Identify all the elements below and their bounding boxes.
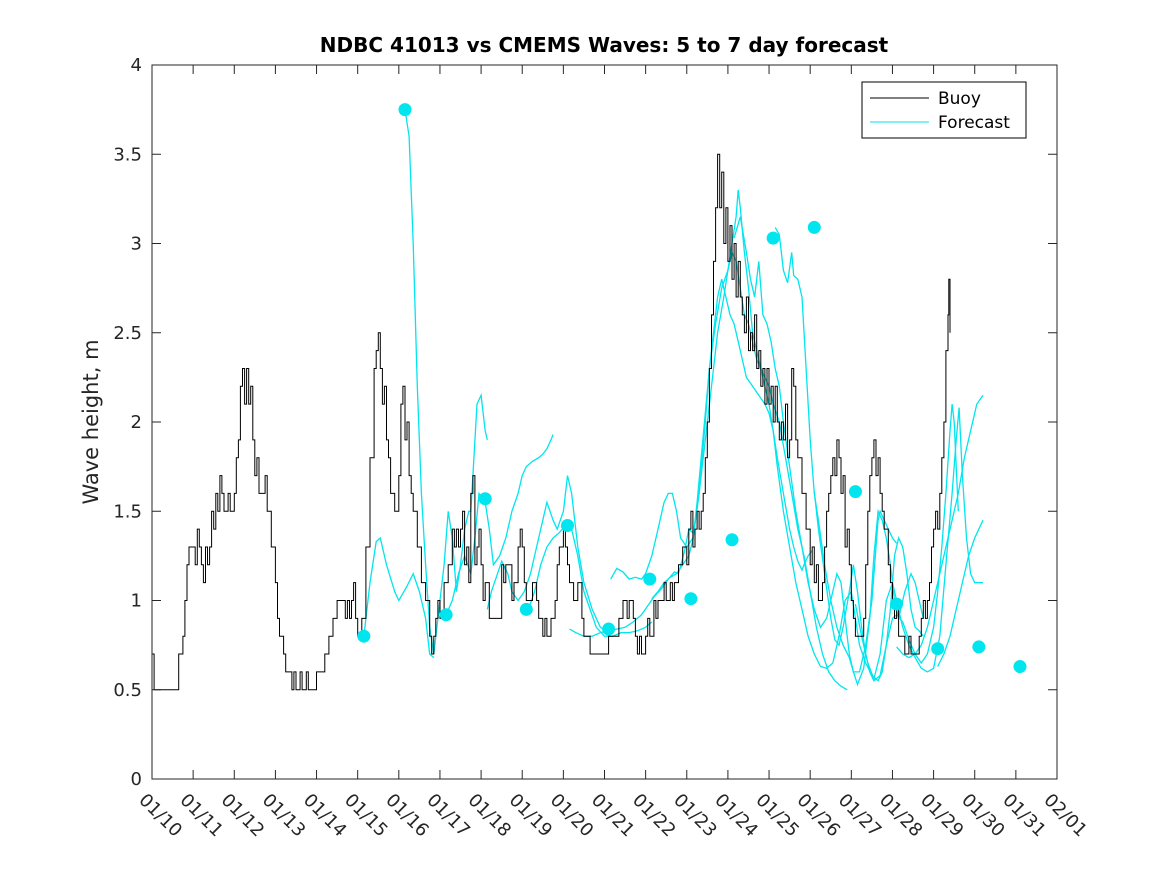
y-tick-label: 4 [131, 55, 142, 76]
forecast-marker-2 [398, 103, 412, 117]
x-tick-label: 01/23 [669, 790, 721, 842]
x-tick-label: 01/16 [381, 790, 433, 842]
y-tick-label: 3 [131, 234, 142, 255]
y-tick-label: 0 [131, 769, 142, 790]
legend: Buoy Forecast [861, 81, 1027, 139]
x-tick-label: 01/22 [628, 790, 680, 842]
forecast-line-11 [774, 227, 898, 673]
chart-title: NDBC 41013 vs CMEMS Waves: 5 to 7 day fo… [320, 33, 889, 57]
forecast-line-9 [692, 189, 924, 682]
x-tick-label: 01/11 [176, 790, 228, 842]
x-tick-label: 01/26 [793, 790, 845, 842]
buoy-line [152, 153, 951, 691]
x-tick-label: 01/31 [998, 790, 1050, 842]
x-tick-label: 01/25 [752, 790, 804, 842]
forecast-marker-8 [643, 572, 657, 586]
forecast-line-2 [404, 109, 488, 655]
x-tick-label: 01/18 [464, 790, 516, 842]
forecast-marker-4 [478, 492, 492, 506]
y-tick-label: 1 [131, 591, 142, 612]
x-tick-label: 01/24 [710, 790, 762, 842]
x-tick-label: 01/19 [505, 790, 557, 842]
plot-background [152, 65, 1057, 779]
forecast-line-7 [610, 279, 813, 580]
x-tick-label: 01/28 [875, 790, 927, 842]
legend-forecast-label: Forecast [938, 113, 1010, 133]
forecast-marker-17 [1013, 660, 1027, 674]
x-tick-label: 01/29 [916, 790, 968, 842]
y-axis: 0 0.5 1 1.5 2 2.5 3 3.5 4 [113, 55, 1057, 790]
forecast-marker-12 [807, 220, 821, 234]
y-tick-label: 3.5 [113, 144, 142, 165]
forecast-marker-7 [602, 622, 616, 636]
x-tick-label: 01/10 [134, 790, 186, 842]
forecast-marker-1 [357, 629, 371, 643]
forecast-line-14 [896, 394, 984, 659]
x-tick-label: 01/27 [834, 790, 886, 842]
forecast-marker-5 [519, 602, 533, 616]
forecast-marker-6 [560, 519, 574, 533]
forecast-marker-11 [766, 231, 780, 245]
x-tick-label: 01/21 [587, 790, 639, 842]
forecast-marker-3 [439, 608, 453, 622]
forecast-marker-13 [848, 485, 862, 499]
forecast-marker-16 [972, 640, 986, 654]
y-tick-label: 0.5 [113, 680, 142, 701]
y-axis-label: Wave height, m [79, 339, 103, 504]
x-tick-label: 01/15 [340, 790, 392, 842]
x-tick-label: 01/14 [299, 790, 351, 842]
y-tick-label: 2.5 [113, 323, 142, 344]
forecast-line-5 [527, 524, 653, 637]
forecast-line-13 [854, 407, 983, 682]
forecast-line-4 [486, 475, 609, 634]
x-tick-label: 01/20 [546, 790, 598, 842]
y-tick-label: 2 [131, 412, 142, 433]
forecast-marker-14 [890, 597, 904, 611]
forecast-marker-15 [931, 642, 945, 656]
forecast-marker-10 [725, 533, 739, 547]
x-tick-label: 01/17 [422, 790, 474, 842]
x-tick-label: 02/01 [1039, 790, 1091, 842]
forecast-line-12 [813, 404, 959, 682]
forecast-line-15 [937, 519, 984, 667]
x-tick-label: 01/12 [217, 790, 269, 842]
y-tick-label: 1.5 [113, 501, 142, 522]
forecast-line-1 [363, 536, 435, 659]
forecast-marker-9 [684, 592, 698, 606]
forecast-line-3 [445, 434, 554, 616]
plot-area [151, 64, 1058, 780]
legend-buoy-label: Buoy [938, 89, 981, 109]
legend-box [861, 81, 1027, 139]
x-tick-label: 01/30 [957, 790, 1009, 842]
x-tick-label: 01/13 [258, 790, 310, 842]
